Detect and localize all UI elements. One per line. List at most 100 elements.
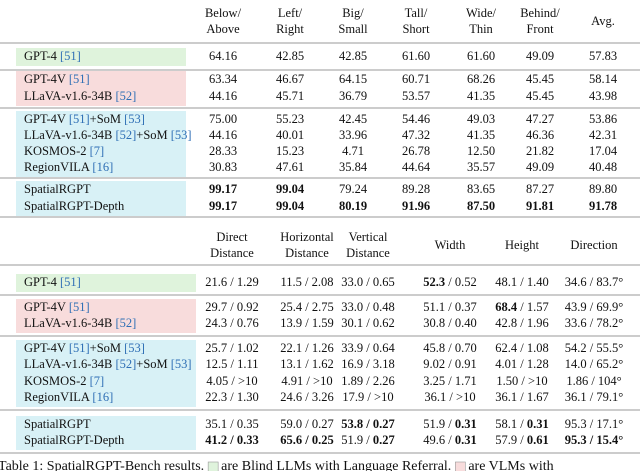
column-header: Distance xyxy=(285,246,329,260)
table-cell: 87.27 xyxy=(526,182,554,196)
table-cell: 63.34 xyxy=(209,72,238,86)
table-cell: 34.6 / 83.7° xyxy=(565,275,623,289)
cite: [7] xyxy=(90,374,105,388)
row-label: RegionVILA [16] xyxy=(24,390,113,404)
text-span: 99.17 xyxy=(209,199,237,213)
table-cell: 79.24 xyxy=(339,182,368,196)
group-highlight xyxy=(16,71,186,106)
table-cell: 83.65 xyxy=(467,182,495,196)
text-span: Below/ xyxy=(205,6,242,20)
text-span: 49.6 / xyxy=(423,433,455,447)
row-label: LLaVA-v1.6-34B [52]+SoM [53] xyxy=(24,128,192,142)
table-cell: 68.4 / 1.57 xyxy=(495,300,548,314)
row-label: KOSMOS-2 [7] xyxy=(24,374,104,388)
text-span: 42.85 xyxy=(339,49,367,63)
group-highlight xyxy=(16,274,196,292)
text-span: 53.8 / 0.27 xyxy=(341,417,394,431)
text-span: 49.09 xyxy=(526,160,554,174)
table-cell: 42.85 xyxy=(276,49,304,63)
text-span: GPT-4V xyxy=(24,341,69,355)
text-span: 47.27 xyxy=(526,112,554,126)
text-span: 13.1 / 1.62 xyxy=(280,357,333,371)
text-span: KOSMOS-2 xyxy=(24,144,90,158)
table-cell: 9.02 / 0.91 xyxy=(423,357,476,371)
text-span: 17.04 xyxy=(589,144,618,158)
table-cell: 28.33 xyxy=(209,144,237,158)
text-span: Distance xyxy=(210,246,254,260)
text-span: 1.86 / 104° xyxy=(566,374,621,388)
table-cell: 13.1 / 1.62 xyxy=(280,357,333,371)
table-cell: 58.14 xyxy=(589,72,618,86)
text-span: GPT-4V xyxy=(24,72,69,86)
cite: [51] xyxy=(69,72,90,86)
table-cell: 36.1 / 1.67 xyxy=(495,390,548,404)
text-span: GPT-4 xyxy=(24,275,60,289)
table-cell: 60.71 xyxy=(402,72,430,86)
group-highlight xyxy=(16,111,186,177)
table-cell: 48.1 / 1.40 xyxy=(495,275,548,289)
text-span: +SoM xyxy=(136,128,171,142)
text-span: 53.57 xyxy=(402,89,430,103)
text-span: 33.9 / 0.64 xyxy=(341,341,395,355)
text-span: 57.83 xyxy=(589,49,617,63)
table-cell: 17.04 xyxy=(589,144,618,158)
text-span: 64.16 xyxy=(209,49,237,63)
text-span: 52.3 xyxy=(423,275,445,289)
table-cell: 91.81 xyxy=(526,199,554,213)
table-cell: 99.04 xyxy=(276,182,305,196)
table-cell: 42.8 / 1.96 xyxy=(495,316,548,330)
column-header: Thin xyxy=(469,22,493,36)
table-cell: 46.67 xyxy=(276,72,304,86)
table-cell: 22.3 / 1.30 xyxy=(205,390,258,404)
text-span: Wide/ xyxy=(466,6,497,20)
text-span: 43.98 xyxy=(589,89,617,103)
table-cell: 25.7 / 1.02 xyxy=(205,341,258,355)
table-cell: 11.5 / 2.08 xyxy=(280,275,333,289)
table-cell: 33.96 xyxy=(339,128,367,142)
text-span: 28.33 xyxy=(209,144,237,158)
text-span: 11.5 / 2.08 xyxy=(280,275,333,289)
cite: [52] xyxy=(115,316,136,330)
table-cell: 12.5 / 1.11 xyxy=(205,357,258,371)
table-cell: 4.91 / >10 xyxy=(281,374,332,388)
table-cell: 45.8 / 0.70 xyxy=(423,341,476,355)
text-span: 36.1 / 1.67 xyxy=(495,390,548,404)
text-span: 41.2 / 0.33 xyxy=(205,433,258,447)
text-span: 55.23 xyxy=(276,112,304,126)
table-cell: 44.64 xyxy=(402,160,431,174)
text-span: Direction xyxy=(570,238,618,252)
text-span: 45.45 xyxy=(526,89,554,103)
table-cell: 99.17 xyxy=(209,199,237,213)
text-span: 68.26 xyxy=(467,72,495,86)
table-cell: 54.46 xyxy=(402,112,430,126)
text-span: 54.2 / 55.5° xyxy=(565,341,623,355)
table-cell: 41.35 xyxy=(467,128,495,142)
table-cell: 87.50 xyxy=(467,199,495,213)
table-cell: 17.9 / >10 xyxy=(342,390,393,404)
text-span: 51.9 / xyxy=(423,417,455,431)
table-cell: 35.57 xyxy=(467,160,495,174)
table-cell: 61.60 xyxy=(467,49,495,63)
text-span: Table 1: SpatialRGPT-Bench results. xyxy=(0,459,204,471)
text-span: SpatialRGPT xyxy=(24,182,91,196)
text-span: 43.9 / 69.9° xyxy=(565,300,623,314)
text-span: 91.96 xyxy=(402,199,430,213)
table-cell: 30.8 / 0.40 xyxy=(423,316,476,330)
table-cell: 99.04 xyxy=(276,199,305,213)
table-cell: 64.16 xyxy=(209,49,237,63)
table-cell: 16.9 / 3.18 xyxy=(341,357,394,371)
table-cell: 91.96 xyxy=(402,199,430,213)
text-span: 68.4 xyxy=(495,300,518,314)
table-cell: 55.23 xyxy=(276,112,304,126)
text-span: 4.05 / >10 xyxy=(206,374,257,388)
text-span: 0.27 xyxy=(373,433,395,447)
column-header: Distance xyxy=(210,246,254,260)
text-span: 53.86 xyxy=(589,112,617,126)
column-header: Above xyxy=(206,22,240,36)
table-cell: 35.84 xyxy=(339,160,368,174)
column-header: Distance xyxy=(346,246,390,260)
text-span: Behind/ xyxy=(520,6,560,20)
column-header: Behind/ xyxy=(520,6,560,20)
caption-swatch xyxy=(207,461,219,471)
column-header: Left/ xyxy=(278,6,303,20)
